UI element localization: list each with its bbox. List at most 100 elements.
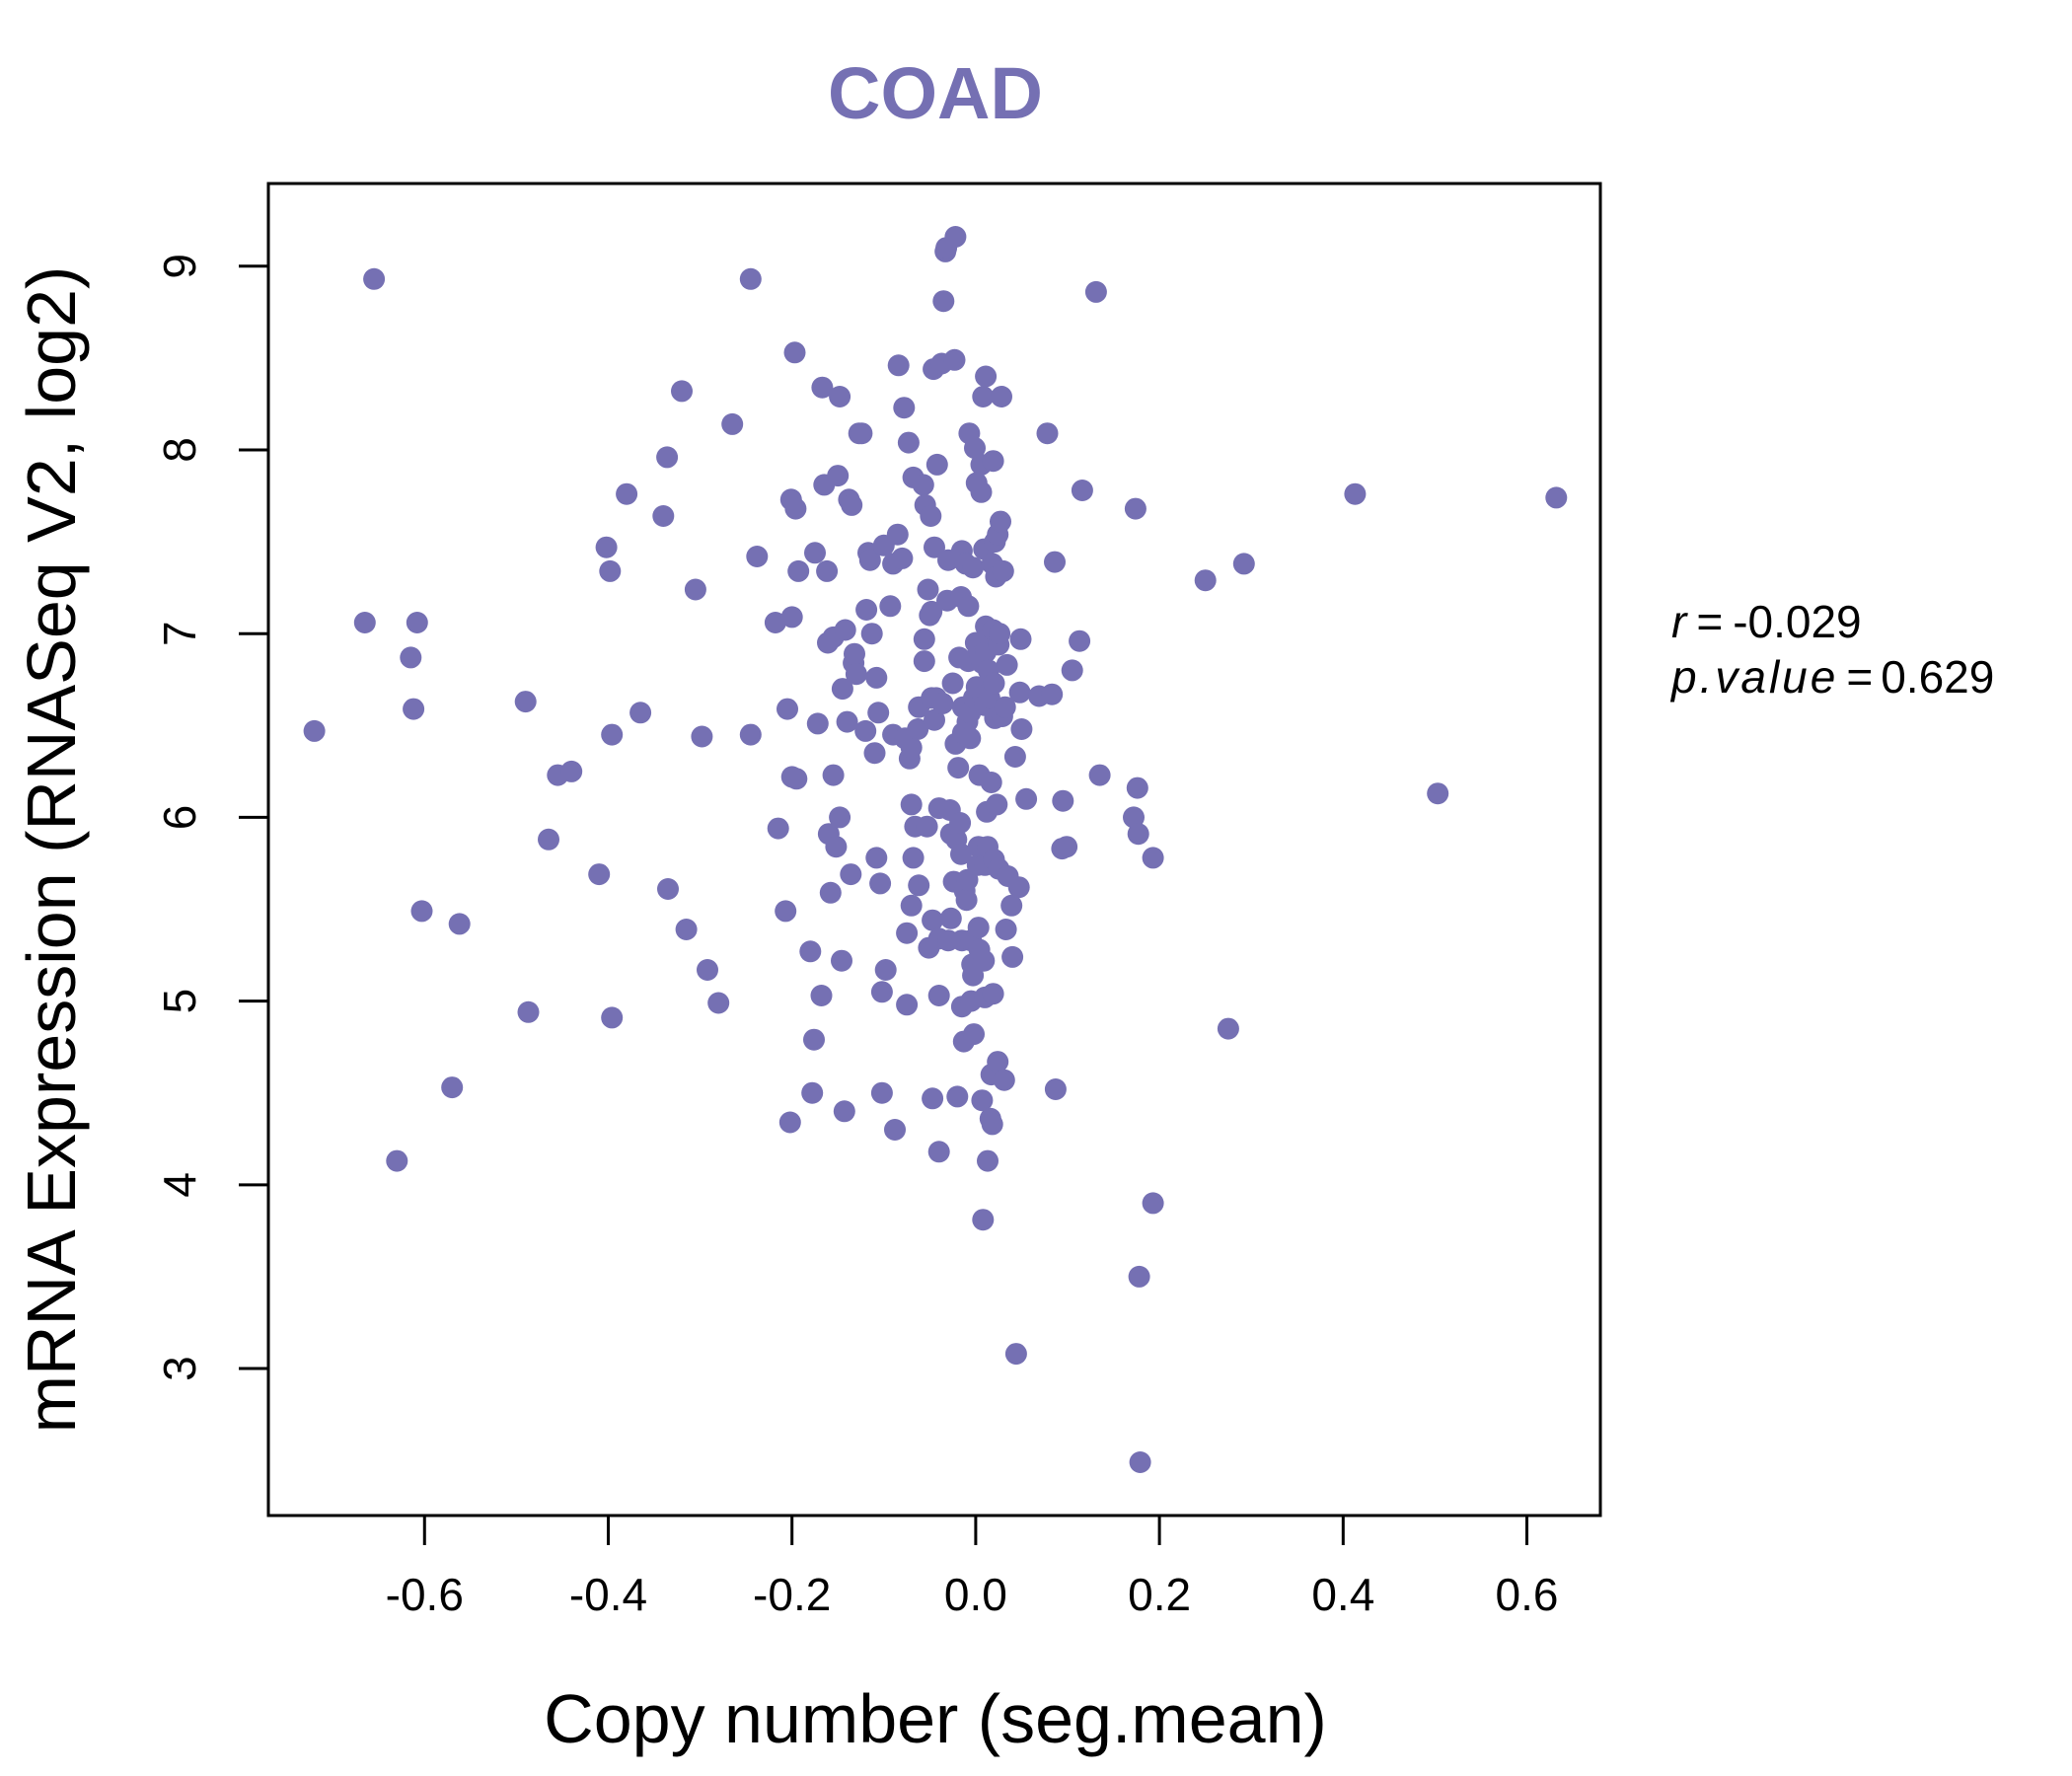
data-point — [949, 812, 972, 834]
data-point — [1123, 806, 1145, 829]
data-point — [900, 736, 923, 759]
data-point — [963, 1023, 985, 1046]
data-point — [884, 1119, 906, 1141]
data-point — [775, 900, 797, 923]
data-point — [913, 628, 935, 650]
x-tick-label: 0.2 — [1128, 1569, 1191, 1620]
y-tick-label: 6 — [154, 805, 205, 831]
r-value: -0.029 — [1733, 596, 1861, 647]
data-point — [1000, 894, 1023, 917]
data-point — [400, 646, 422, 669]
data-point — [684, 578, 706, 601]
data-point — [870, 981, 893, 1003]
data-point — [920, 505, 942, 527]
data-point — [874, 959, 897, 981]
data-point — [1127, 823, 1149, 846]
data-point — [1084, 280, 1107, 303]
data-point — [707, 992, 730, 1014]
data-point — [921, 600, 943, 623]
data-point — [1142, 1192, 1164, 1215]
data-point — [869, 872, 892, 895]
data-point — [1126, 777, 1148, 799]
data-point — [675, 919, 698, 940]
data-point — [778, 1111, 801, 1134]
data-point — [1010, 718, 1033, 740]
data-point — [819, 881, 842, 904]
data-point — [981, 1113, 1003, 1136]
data-point — [1041, 683, 1064, 705]
data-point — [588, 863, 611, 886]
y-tick-label: 4 — [154, 1172, 205, 1198]
data-point — [931, 693, 954, 714]
x-axis: -0.6 -0.4 -0.2 0.0 0.2 0.4 0.6 — [386, 1514, 1558, 1620]
data-point — [1015, 787, 1038, 810]
data-point — [697, 959, 718, 981]
data-point — [1427, 782, 1449, 805]
data-point — [970, 481, 993, 503]
data-point — [657, 878, 679, 900]
data-point — [986, 793, 1008, 816]
data-point — [767, 817, 789, 840]
data-point — [816, 559, 839, 582]
data-point — [896, 994, 919, 1016]
data-point — [860, 623, 883, 645]
data-point — [1001, 945, 1024, 968]
data-point — [841, 493, 863, 516]
data-point — [955, 889, 978, 912]
data-point — [441, 1076, 464, 1099]
data-point — [891, 547, 914, 569]
data-point — [851, 422, 873, 445]
data-point — [959, 727, 982, 750]
data-point — [601, 723, 624, 746]
data-point — [836, 710, 858, 733]
data-point — [996, 653, 1018, 676]
data-point — [629, 702, 652, 724]
data-point — [964, 437, 986, 460]
data-point — [1545, 486, 1568, 509]
data-point — [944, 226, 967, 248]
data-point — [825, 836, 848, 858]
data-point — [363, 267, 386, 290]
x-tick-label: 0.0 — [944, 1569, 1007, 1620]
data-point — [801, 1081, 824, 1104]
data-point — [780, 606, 803, 629]
data-point — [1044, 551, 1066, 573]
data-point — [987, 1051, 1009, 1073]
data-point — [691, 725, 713, 748]
data-point — [1044, 1078, 1067, 1100]
data-point — [829, 386, 851, 407]
data-point — [870, 1081, 893, 1104]
data-point — [990, 510, 1011, 533]
y-tick-label: 7 — [154, 621, 205, 646]
data-point — [972, 1209, 995, 1231]
data-point — [900, 793, 923, 816]
data-point — [925, 453, 948, 476]
data-point — [1009, 628, 1032, 650]
data-point — [946, 1085, 969, 1108]
data-point — [1008, 681, 1031, 703]
data-point — [950, 843, 972, 865]
data-point — [656, 446, 679, 469]
data-point — [804, 542, 826, 564]
data-point — [927, 1141, 950, 1163]
data-point — [972, 386, 995, 407]
y-tick-label: 3 — [154, 1356, 205, 1381]
data-point — [1003, 746, 1026, 768]
y-tick-label: 5 — [154, 989, 205, 1014]
data-point — [980, 772, 1002, 793]
data-point — [907, 718, 929, 740]
data-point — [1194, 569, 1217, 592]
data-point — [1344, 482, 1367, 505]
data-point — [939, 907, 962, 929]
data-point — [902, 847, 925, 869]
data-point — [887, 354, 910, 377]
y-tick-label: 8 — [154, 437, 205, 463]
data-point — [982, 450, 1004, 473]
data-point — [943, 348, 966, 371]
data-point — [844, 642, 865, 665]
data-point — [1128, 1265, 1150, 1288]
data-point — [1071, 480, 1093, 501]
data-point — [973, 949, 996, 972]
data-point — [777, 698, 798, 720]
